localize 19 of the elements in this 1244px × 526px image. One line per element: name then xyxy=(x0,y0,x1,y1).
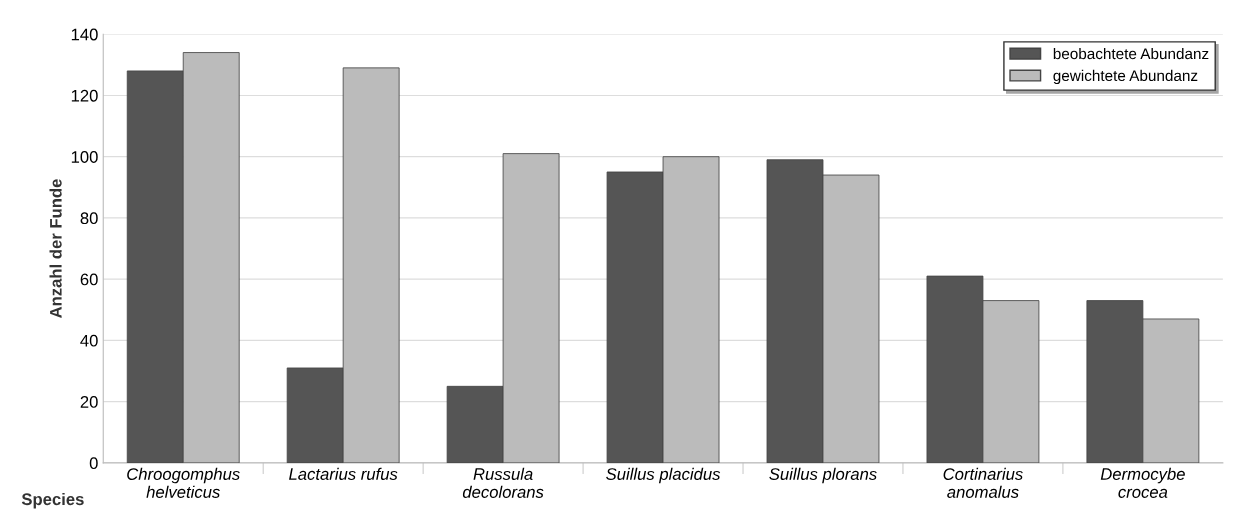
y-tick-label: 20 xyxy=(80,396,98,408)
legend-label: beobachtete Abundanz xyxy=(1053,47,1209,60)
x-tick-label: Russula decolorans xyxy=(462,467,544,498)
y-tick-label: 60 xyxy=(80,273,98,286)
x-tick-label: Chroogomphus helveticus xyxy=(127,467,240,498)
x-tick-label: Suillus placidus xyxy=(606,467,721,484)
x-tick-label: Cortinarius anomalus xyxy=(943,467,1023,498)
x-axis-title: Species xyxy=(21,492,84,509)
x-tick-label: Suillus plorans xyxy=(769,467,877,484)
y-tick-label: 0 xyxy=(89,457,98,470)
y-tick-label: 140 xyxy=(71,28,98,41)
y-tick-label: 100 xyxy=(71,151,98,163)
y-tick-label: 40 xyxy=(80,334,98,347)
y-axis-title: Anzahl der Funde xyxy=(49,179,62,319)
legend-label: gewichtete Abundanz xyxy=(1053,69,1198,85)
y-tick-label: 80 xyxy=(80,212,98,225)
x-tick-label: Lactarius rufus xyxy=(289,467,398,480)
x-tick-label: Dermocybe crocea xyxy=(1100,467,1185,498)
y-tick-label: 120 xyxy=(71,89,98,102)
